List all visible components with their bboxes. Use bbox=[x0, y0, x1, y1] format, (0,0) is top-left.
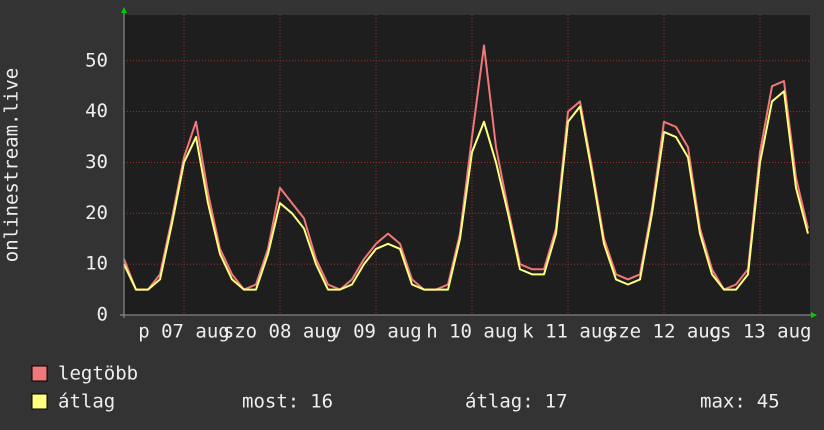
x-tick-label: k 11 aug bbox=[522, 321, 614, 343]
x-tick-label: sze 12 aug bbox=[607, 321, 721, 343]
stat-label: most: bbox=[242, 391, 299, 413]
stat-value: 16 bbox=[310, 391, 333, 413]
legend-label: átlag bbox=[58, 391, 115, 413]
legend-swatch bbox=[31, 393, 48, 410]
y-tick-label: 0 bbox=[97, 304, 108, 326]
y-axis-label: onlinestream.live bbox=[1, 68, 23, 262]
stat-label: átlag: bbox=[465, 391, 534, 413]
legend: legtöbb átlag most: 16 átlag: 17 max: 45 bbox=[31, 363, 780, 413]
x-tick-label: cs 13 aug bbox=[709, 321, 812, 343]
y-tick-label: 20 bbox=[85, 202, 108, 224]
series-line bbox=[123, 44, 809, 291]
y-tick-label: 10 bbox=[85, 253, 108, 275]
x-tick-label: h 10 aug bbox=[426, 321, 518, 343]
y-tick-label: 40 bbox=[85, 100, 108, 122]
x-tick-label: p 07 aug bbox=[138, 321, 230, 343]
plot-area bbox=[124, 15, 810, 315]
lines bbox=[123, 44, 809, 291]
legend-swatch bbox=[31, 365, 48, 382]
legend-label: legtöbb bbox=[58, 363, 138, 385]
x-tick-label: szo 08 aug bbox=[223, 321, 337, 343]
axis-arrow bbox=[811, 312, 817, 318]
axis-arrow bbox=[121, 7, 127, 13]
y-tick-label: 50 bbox=[85, 49, 108, 71]
x-tick-label: v 09 aug bbox=[330, 321, 422, 343]
stat-label: max: bbox=[700, 391, 746, 413]
stat-value: 45 bbox=[757, 391, 780, 413]
series-line bbox=[123, 90, 809, 291]
y-tick-label: 30 bbox=[85, 151, 108, 173]
stat-value: 17 bbox=[545, 391, 568, 413]
